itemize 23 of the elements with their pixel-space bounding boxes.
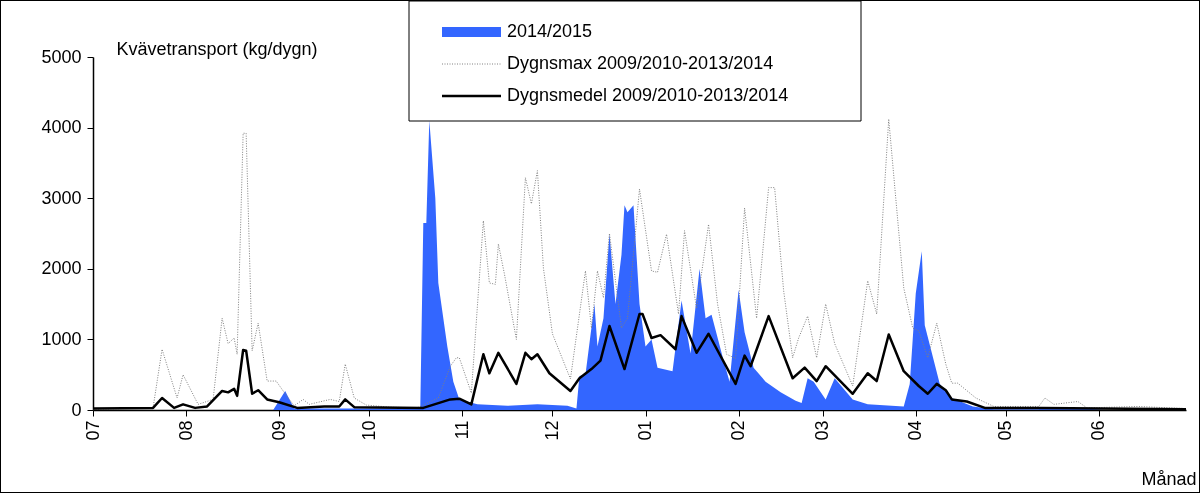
y-tick-label: 3000	[41, 187, 82, 208]
x-tick-label: 02	[728, 420, 749, 441]
y-tick-label: 2000	[41, 258, 82, 279]
x-tick-label: 11	[451, 420, 472, 440]
legend-label: Dygnsmax 2009/2010-2013/2014	[507, 53, 774, 73]
x-tick-label: 07	[82, 420, 103, 441]
y-tick-label: 1000	[41, 328, 82, 349]
x-tick-label: 12	[541, 420, 562, 441]
y-tick-label: 0	[71, 399, 82, 420]
x-axis-title: Månad	[1141, 468, 1197, 489]
legend-label: 2014/2015	[507, 21, 593, 41]
x-tick-label: 05	[995, 420, 1016, 441]
x-tick-label: 06	[1088, 420, 1109, 441]
legend-label: Dygnsmedel 2009/2010-2013/2014	[507, 85, 789, 105]
y-tick-label: 5000	[41, 46, 82, 67]
x-tick-label: 10	[358, 420, 379, 441]
x-tick-label: 04	[905, 420, 926, 441]
x-tick-label: 09	[268, 420, 289, 441]
y-axis-title: Kvävetransport (kg/dygn)	[116, 38, 318, 59]
x-tick-label: 03	[812, 420, 833, 441]
x-tick-label: 08	[175, 420, 196, 441]
x-tick-label: 01	[635, 420, 656, 441]
y-tick-label: 4000	[41, 117, 82, 138]
